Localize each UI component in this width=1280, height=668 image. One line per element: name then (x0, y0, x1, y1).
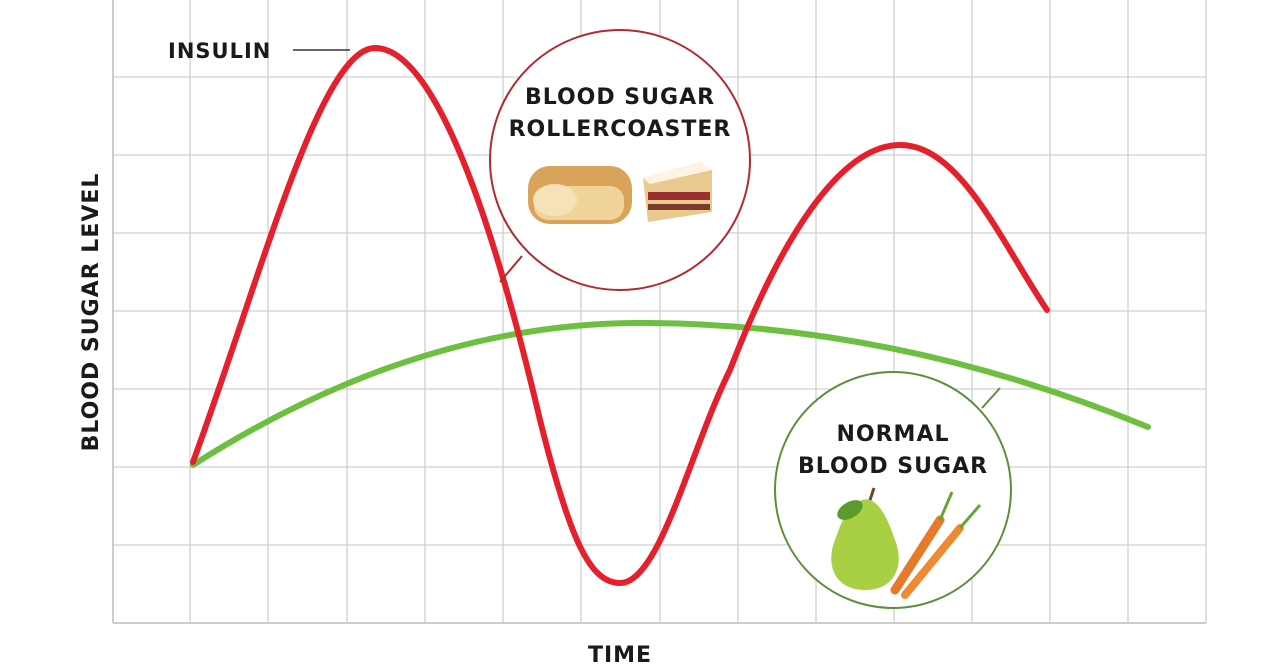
rollercoaster-line-1: BLOOD SUGAR (525, 85, 715, 110)
bread-icon (528, 166, 632, 224)
normal-connector (981, 387, 1001, 409)
insulin-curve (190, 44, 1050, 587)
y-axis-label: BLOOD SUGAR LEVEL (79, 173, 104, 452)
cake-icon (643, 162, 712, 222)
insulin-label: INSULIN (168, 39, 271, 63)
rollercoaster-line-2: ROLLERCOASTER (509, 117, 732, 142)
x-axis-label: TIME (588, 643, 652, 668)
normal-curve (190, 319, 1151, 468)
rollercoaster-circle (489, 29, 751, 291)
rollercoaster-connector (499, 255, 523, 283)
normal-line-2: BLOOD SUGAR (798, 454, 988, 479)
carrot-icon (890, 491, 982, 599)
normal-line-1: NORMAL (837, 422, 950, 447)
pear-icon (831, 487, 899, 590)
